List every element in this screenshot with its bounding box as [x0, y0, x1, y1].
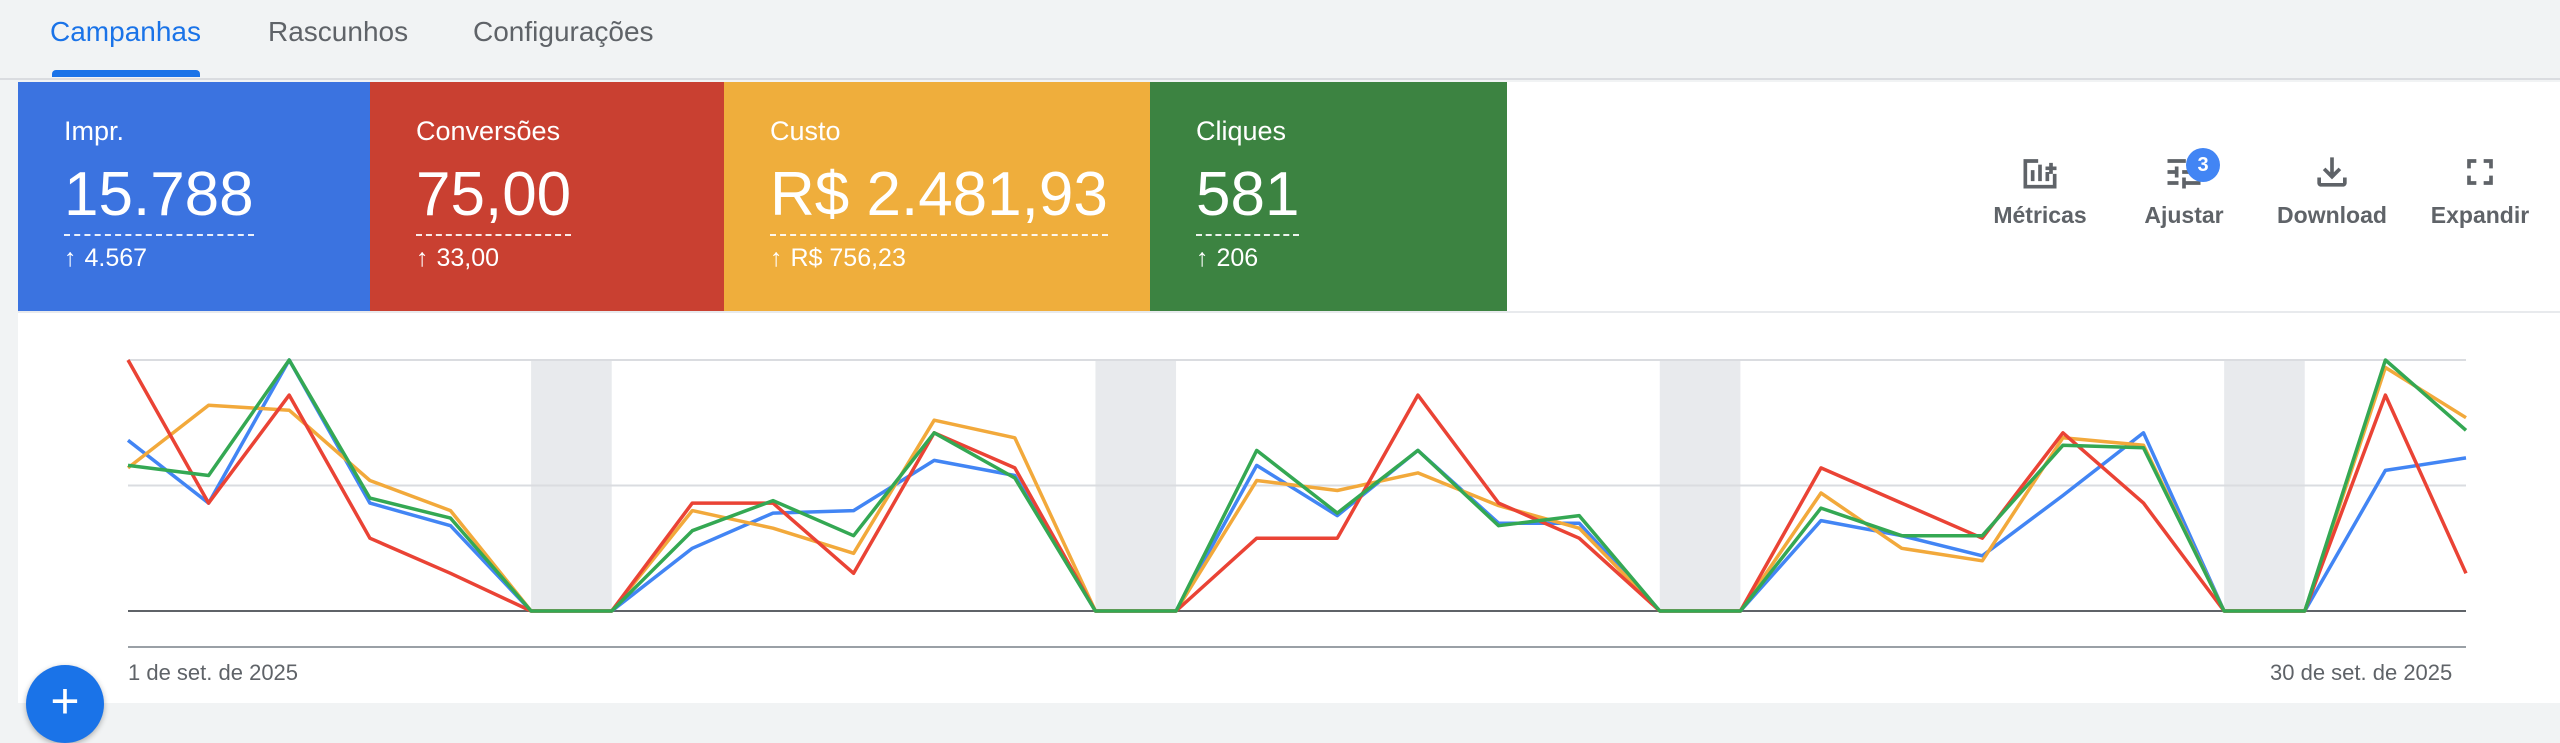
divider — [18, 311, 2560, 313]
tab-rascunhos[interactable]: Rascunhos — [268, 16, 409, 47]
performance-line-chart — [126, 358, 2468, 648]
download-icon — [2317, 157, 2347, 187]
scorecard-delta: ↑ R$ 756,23 — [770, 244, 906, 272]
tab-bar: Campanhas Rascunhos Configurações — [0, 0, 2560, 80]
scorecard-label: Custo — [770, 116, 841, 146]
scorecard-value: 581 — [1196, 158, 1300, 237]
adjust-button[interactable]: 3 Ajustar — [2134, 148, 2234, 229]
tab-configuracoes[interactable]: Configurações — [473, 16, 654, 47]
fullscreen-icon — [2467, 159, 2493, 185]
arrow-up-icon: ↑ — [64, 244, 77, 272]
arrow-up-icon: ↑ — [1196, 244, 1209, 272]
scorecard-label: Conversões — [416, 116, 561, 146]
scorecard-label: Impr. — [64, 116, 125, 146]
scorecard-delta: ↑ 206 — [1196, 244, 1259, 272]
add-fab-button[interactable]: + — [26, 665, 104, 743]
x-axis-start-label: 1 de set. de 2025 — [128, 660, 299, 685]
add-chart-icon — [2023, 159, 2057, 189]
expand-button[interactable]: Expandir — [2425, 150, 2535, 229]
scorecard-label: Cliques — [1196, 116, 1287, 146]
x-axis-end-label: 30 de set. de 2025 — [2270, 660, 2453, 685]
metrics-button[interactable]: Métricas — [1990, 150, 2090, 229]
adjust-count-badge: 3 — [2186, 148, 2220, 182]
scorecard-delta: ↑ 4.567 — [64, 244, 148, 272]
scorecard-cost[interactable]: Custo R$ 2.481,93 ↑ R$ 756,23 — [724, 82, 1150, 311]
arrow-up-icon: ↑ — [770, 244, 783, 272]
scorecard-clicks[interactable]: Cliques 581 ↑ 206 — [1150, 82, 1507, 311]
active-tab-indicator — [52, 70, 200, 77]
series-line-3 — [127, 358, 2468, 613]
scorecard-conversions[interactable]: Conversões 75,00 ↑ 33,00 — [370, 82, 724, 311]
arrow-up-icon: ↑ — [416, 244, 429, 272]
scorecard-value: R$ 2.481,93 — [770, 158, 1108, 237]
download-button[interactable]: Download — [2272, 150, 2392, 229]
scorecard-delta: ↑ 33,00 — [416, 244, 500, 272]
scorecard-value: 15.788 — [64, 158, 254, 237]
scorecard-value: 75,00 — [416, 158, 572, 237]
scorecard-impressions[interactable]: Impr. 15.788 ↑ 4.567 — [18, 82, 370, 311]
tab-campanhas[interactable]: Campanhas — [50, 16, 201, 47]
